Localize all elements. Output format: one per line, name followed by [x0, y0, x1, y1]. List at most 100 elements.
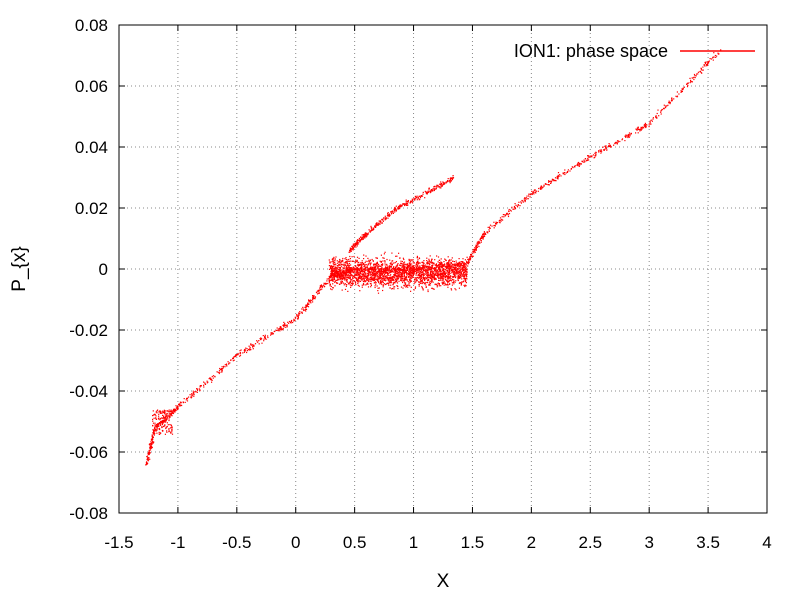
phase-point [507, 215, 510, 218]
phase-point [534, 189, 536, 191]
phase-point [365, 233, 367, 235]
phase-point [393, 262, 395, 264]
phase-point [483, 234, 485, 236]
phase-point [635, 132, 637, 134]
phase-point [454, 268, 456, 270]
phase-point [399, 207, 401, 210]
phase-point [152, 441, 154, 443]
phase-point [344, 274, 346, 276]
phase-point [479, 242, 481, 244]
phase-point [445, 181, 447, 183]
phase-point [459, 276, 461, 278]
phase-point [404, 263, 406, 265]
phase-point [436, 274, 438, 276]
phase-point [663, 104, 665, 106]
phase-point [332, 275, 334, 277]
phase-point [466, 268, 468, 271]
phase-point [382, 280, 384, 282]
phase-point [457, 273, 460, 275]
phase-point [390, 281, 392, 283]
phase-point [199, 389, 201, 391]
phase-point [336, 270, 338, 272]
phase-point [280, 327, 282, 329]
phase-point [437, 184, 439, 186]
phase-point [565, 172, 567, 174]
phase-point [667, 104, 669, 106]
phase-point [640, 126, 642, 128]
phase-point [148, 452, 150, 454]
phase-point [162, 430, 164, 432]
phase-point [182, 402, 184, 404]
phase-point [305, 308, 308, 310]
phase-point [438, 277, 440, 279]
phase-point [577, 162, 579, 164]
phase-point [432, 189, 434, 191]
phase-point [458, 258, 460, 260]
phase-point [614, 142, 616, 144]
phase-point [434, 188, 436, 190]
phase-point [378, 222, 380, 224]
phase-point [484, 233, 486, 235]
phase-point [360, 269, 363, 271]
phase-point [409, 270, 411, 272]
phase-point [621, 139, 623, 141]
phase-point [419, 265, 421, 267]
phase-point [396, 280, 398, 282]
phase-point [384, 260, 386, 262]
phase-point [307, 302, 309, 304]
phase-point [525, 197, 528, 199]
phase-point [629, 134, 631, 136]
phase-point [347, 282, 350, 284]
phase-point [416, 262, 419, 264]
phase-point [377, 278, 379, 280]
phase-point [278, 329, 280, 331]
phase-point [629, 135, 631, 137]
phase-point [668, 100, 670, 102]
phase-point [380, 273, 382, 275]
phase-point [422, 273, 424, 275]
phase-point [392, 212, 394, 214]
phase-point [156, 432, 158, 434]
phase-point [390, 269, 393, 271]
phase-point [150, 444, 152, 446]
phase-point [388, 268, 390, 270]
phase-point [379, 270, 381, 272]
phase-point [208, 378, 210, 380]
phase-point [405, 277, 407, 279]
phase-point [329, 266, 332, 269]
phase-point [524, 197, 526, 199]
phase-point [212, 375, 215, 377]
phase-point [645, 123, 647, 126]
phase-point [451, 266, 453, 268]
phase-point [263, 338, 265, 340]
phase-point [358, 281, 360, 283]
phase-point [646, 124, 648, 126]
phase-point [463, 274, 465, 276]
phase-point [426, 257, 428, 259]
phase-point [351, 256, 353, 258]
phase-point [434, 268, 436, 270]
phase-point [273, 330, 275, 333]
phase-point [409, 285, 411, 287]
phase-point [149, 443, 151, 445]
phase-point [457, 272, 459, 274]
phase-point [390, 271, 392, 273]
phase-point [394, 211, 396, 213]
phase-point [334, 278, 336, 280]
phase-point [540, 185, 542, 187]
phase-point [464, 265, 466, 267]
phase-point [237, 352, 239, 355]
phase-point [154, 430, 156, 432]
phase-point [336, 260, 338, 262]
phase-point [406, 265, 408, 267]
phase-point [517, 206, 519, 208]
phase-point [370, 268, 372, 270]
phase-point [328, 265, 330, 267]
phase-point [427, 275, 429, 277]
x-tick-label: 1.5 [461, 533, 485, 552]
phase-point [406, 285, 408, 287]
phase-point [456, 263, 458, 265]
phase-point [449, 266, 452, 268]
phase-point [363, 274, 365, 276]
phase-point [460, 272, 462, 274]
